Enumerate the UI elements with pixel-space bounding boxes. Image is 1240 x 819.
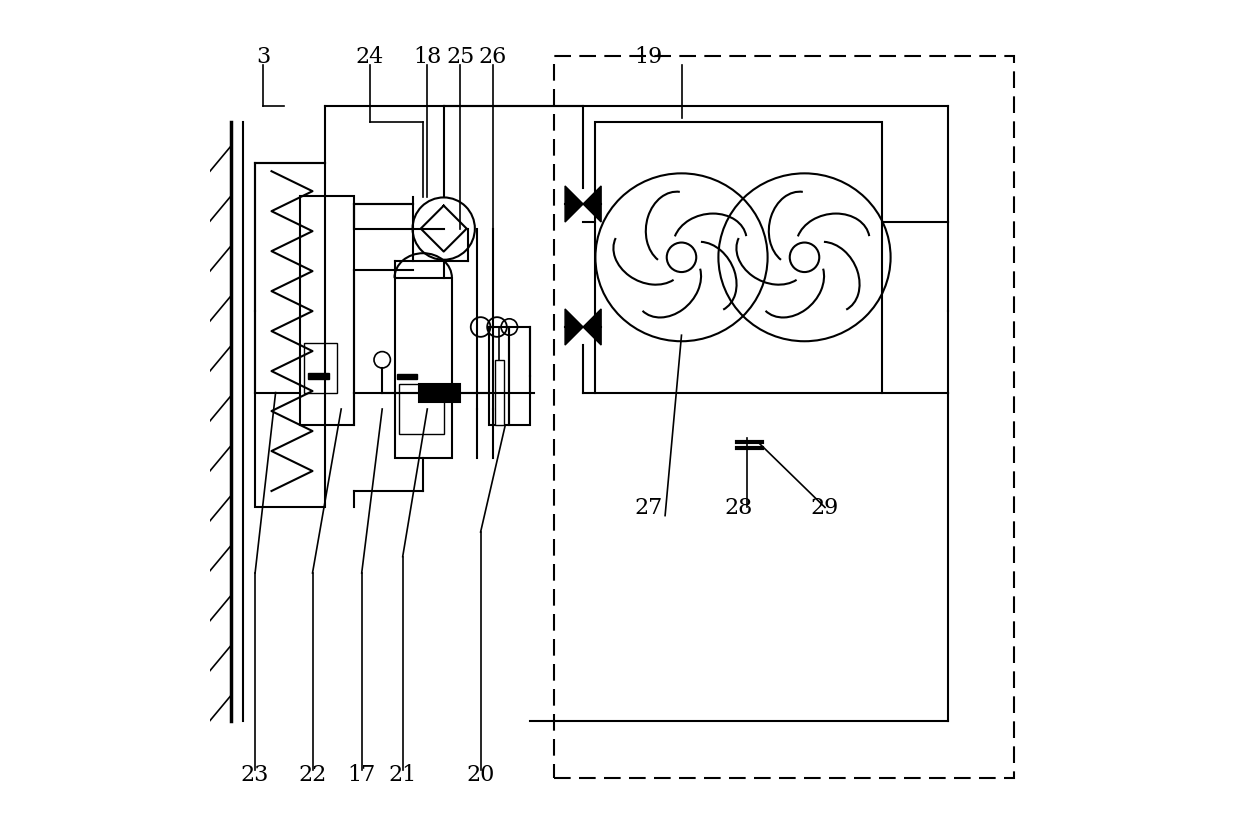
Text: 19: 19 [635, 47, 663, 68]
Text: 17: 17 [347, 763, 376, 785]
Bar [489, 328, 510, 426]
Bar [595, 123, 883, 393]
Polygon shape [583, 187, 601, 223]
Text: 22: 22 [299, 763, 326, 785]
Bar [510, 328, 529, 426]
Text: 25: 25 [446, 47, 474, 68]
Bar [353, 205, 413, 229]
Bar [309, 373, 329, 380]
Bar [255, 164, 325, 508]
Text: 23: 23 [241, 763, 269, 785]
Text: 18: 18 [413, 47, 441, 68]
Bar [304, 344, 337, 393]
Polygon shape [565, 187, 583, 223]
Polygon shape [583, 310, 601, 346]
Text: 26: 26 [479, 47, 507, 68]
Polygon shape [565, 310, 583, 346]
Text: 29: 29 [811, 497, 839, 518]
Bar [495, 360, 503, 426]
Text: 28: 28 [724, 497, 753, 518]
Text: 27: 27 [635, 497, 663, 518]
Bar [419, 385, 460, 403]
Bar [394, 278, 451, 459]
Bar [398, 385, 444, 434]
Bar [397, 374, 418, 380]
Text: 24: 24 [356, 47, 384, 68]
Text: 21: 21 [388, 763, 417, 785]
Text: 3: 3 [257, 47, 270, 68]
Bar [554, 57, 1013, 778]
Text: 20: 20 [466, 763, 495, 785]
Bar [300, 197, 353, 426]
